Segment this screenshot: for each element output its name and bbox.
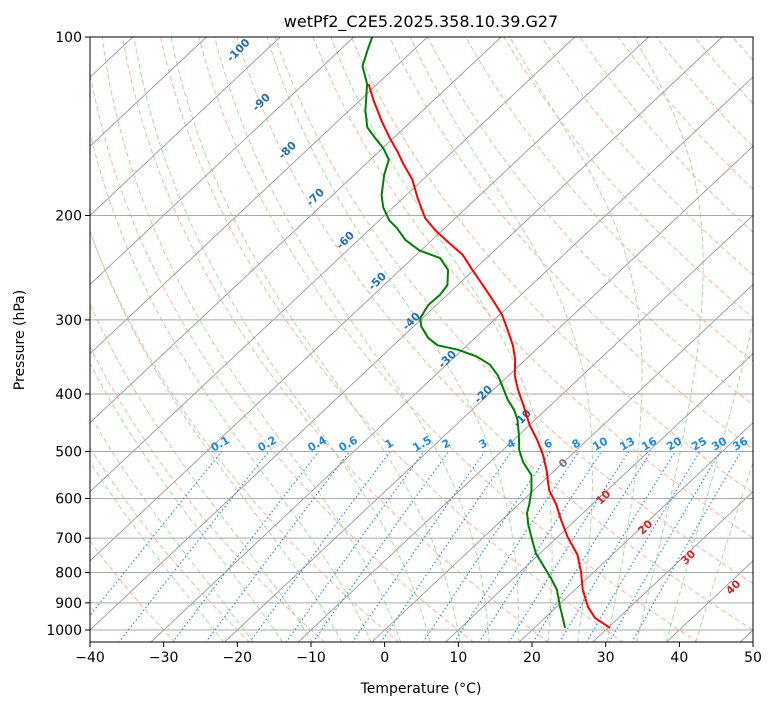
x-tick-label: 30 [597, 650, 615, 666]
dry-adiabat-line [389, 37, 775, 643]
isotherm-line [740, 37, 775, 643]
y-tick-label: 900 [55, 596, 82, 612]
moist-adiabat-line [267, 37, 519, 643]
x-tick-label: 50 [744, 650, 762, 666]
x-tick-label: 20 [523, 650, 541, 666]
moist-adiabat-line [410, 37, 592, 643]
y-tick-label: 500 [55, 444, 82, 460]
adiabat-label: 0 [556, 456, 571, 471]
mixing-ratio-line [559, 452, 675, 643]
x-tick-label: 10 [449, 650, 467, 666]
isotherm-line [445, 37, 775, 643]
y-tick-label: 1000 [46, 623, 82, 639]
mixing-ratio-label: 6 [542, 436, 555, 451]
y-tick-label: 100 [55, 30, 82, 46]
dry-adiabat-line [8, 37, 325, 643]
moist-adiabat-line [49, 37, 341, 643]
mixing-ratio-label: 1 [383, 436, 396, 451]
isotherm-line [0, 37, 59, 643]
mixing-ratio-line [249, 452, 390, 643]
x-tick-label: 40 [670, 650, 688, 666]
isotherm-line [0, 37, 575, 643]
isotherm-line [0, 37, 501, 643]
mixing-ratio-label: 30 [709, 434, 729, 453]
moist-adiabat-line [74, 37, 371, 643]
mixing-ratio-label: 4 [505, 436, 518, 451]
dry-adiabat-line [122, 37, 549, 643]
mixing-ratio-label: 10 [590, 434, 610, 453]
mixing-ratio-label: 8 [570, 436, 583, 451]
y-tick-label: 300 [55, 313, 82, 329]
isotherm-line [0, 37, 206, 643]
mixing-ratio-line [587, 452, 700, 643]
adiabat-label: 10 [593, 487, 613, 507]
moist-adiabat-line [0, 37, 224, 643]
chart-title: wetPf2_C2E5.2025.358.10.39.G27 [284, 12, 558, 32]
mixing-ratio-label: 16 [639, 434, 659, 453]
mixing-ratio-line [313, 452, 449, 643]
isotherm-line [0, 37, 427, 643]
adiabat-label: 40 [723, 577, 743, 597]
y-axis-label: Pressure (hPa) [12, 290, 28, 390]
mixing-ratio-line [68, 452, 221, 643]
mixing-ratio-line [509, 452, 629, 643]
mixing-ratio-line [381, 452, 512, 643]
y-tick-label: 800 [55, 566, 82, 582]
mixing-ratio-label: 36 [730, 434, 750, 453]
dry-adiabat-line [275, 37, 775, 643]
y-tick-label: 700 [55, 531, 82, 547]
background-lines [0, 37, 775, 643]
mixing-ratio-line [119, 452, 269, 643]
mixing-ratio-line [609, 452, 720, 643]
adiabat-label: -70 [304, 185, 327, 208]
moist-adiabat-line [666, 37, 775, 643]
x-tick-label: −40 [75, 650, 105, 666]
dry-adiabat-line [427, 37, 775, 643]
dry-adiabat-line [351, 37, 775, 643]
isotherm-line [666, 37, 775, 643]
mixing-ratio-label: 25 [689, 435, 709, 454]
dry-adiabat-line [580, 37, 775, 643]
mixing-ratio-line [632, 452, 741, 643]
dry-adiabat-line [618, 37, 775, 643]
x-axis-label: Temperature (°C) [360, 681, 482, 697]
adiabat-label: -30 [436, 347, 459, 370]
y-tick-label: 200 [55, 209, 82, 225]
x-tick-label: −20 [223, 650, 253, 666]
moist-adiabat-line [27, 37, 312, 643]
dry-adiabat-line [733, 37, 775, 643]
adiabat-label: -100 [224, 36, 253, 65]
adiabat-label: -80 [276, 138, 299, 161]
dry-adiabat-line [84, 37, 474, 643]
mixing-ratio-label: 20 [664, 434, 684, 453]
isotherm-line [519, 37, 775, 643]
adiabat-label: 20 [635, 517, 655, 537]
x-tick-label: 0 [380, 650, 389, 666]
adiabat-label: -90 [250, 90, 273, 113]
moist-adiabat-line [215, 37, 490, 643]
adiabat-label: 30 [678, 547, 698, 567]
isotherm-line [0, 37, 354, 643]
adiabat-label: -20 [472, 382, 495, 405]
x-tick-label: −30 [149, 650, 179, 666]
x-tick-label: −10 [296, 650, 326, 666]
plot-frame [90, 37, 753, 642]
dewpoint-profile-line [363, 37, 566, 628]
y-tick-label: 400 [55, 387, 82, 403]
y-tick-label: 600 [55, 491, 82, 507]
temperature-profile-line [369, 84, 610, 628]
dry-adiabat-line [0, 37, 250, 643]
mixing-ratio-label: 2 [440, 436, 453, 451]
dry-adiabat-line [771, 37, 775, 643]
mixing-ratio-line [352, 452, 485, 643]
dry-adiabat-line [161, 37, 624, 643]
